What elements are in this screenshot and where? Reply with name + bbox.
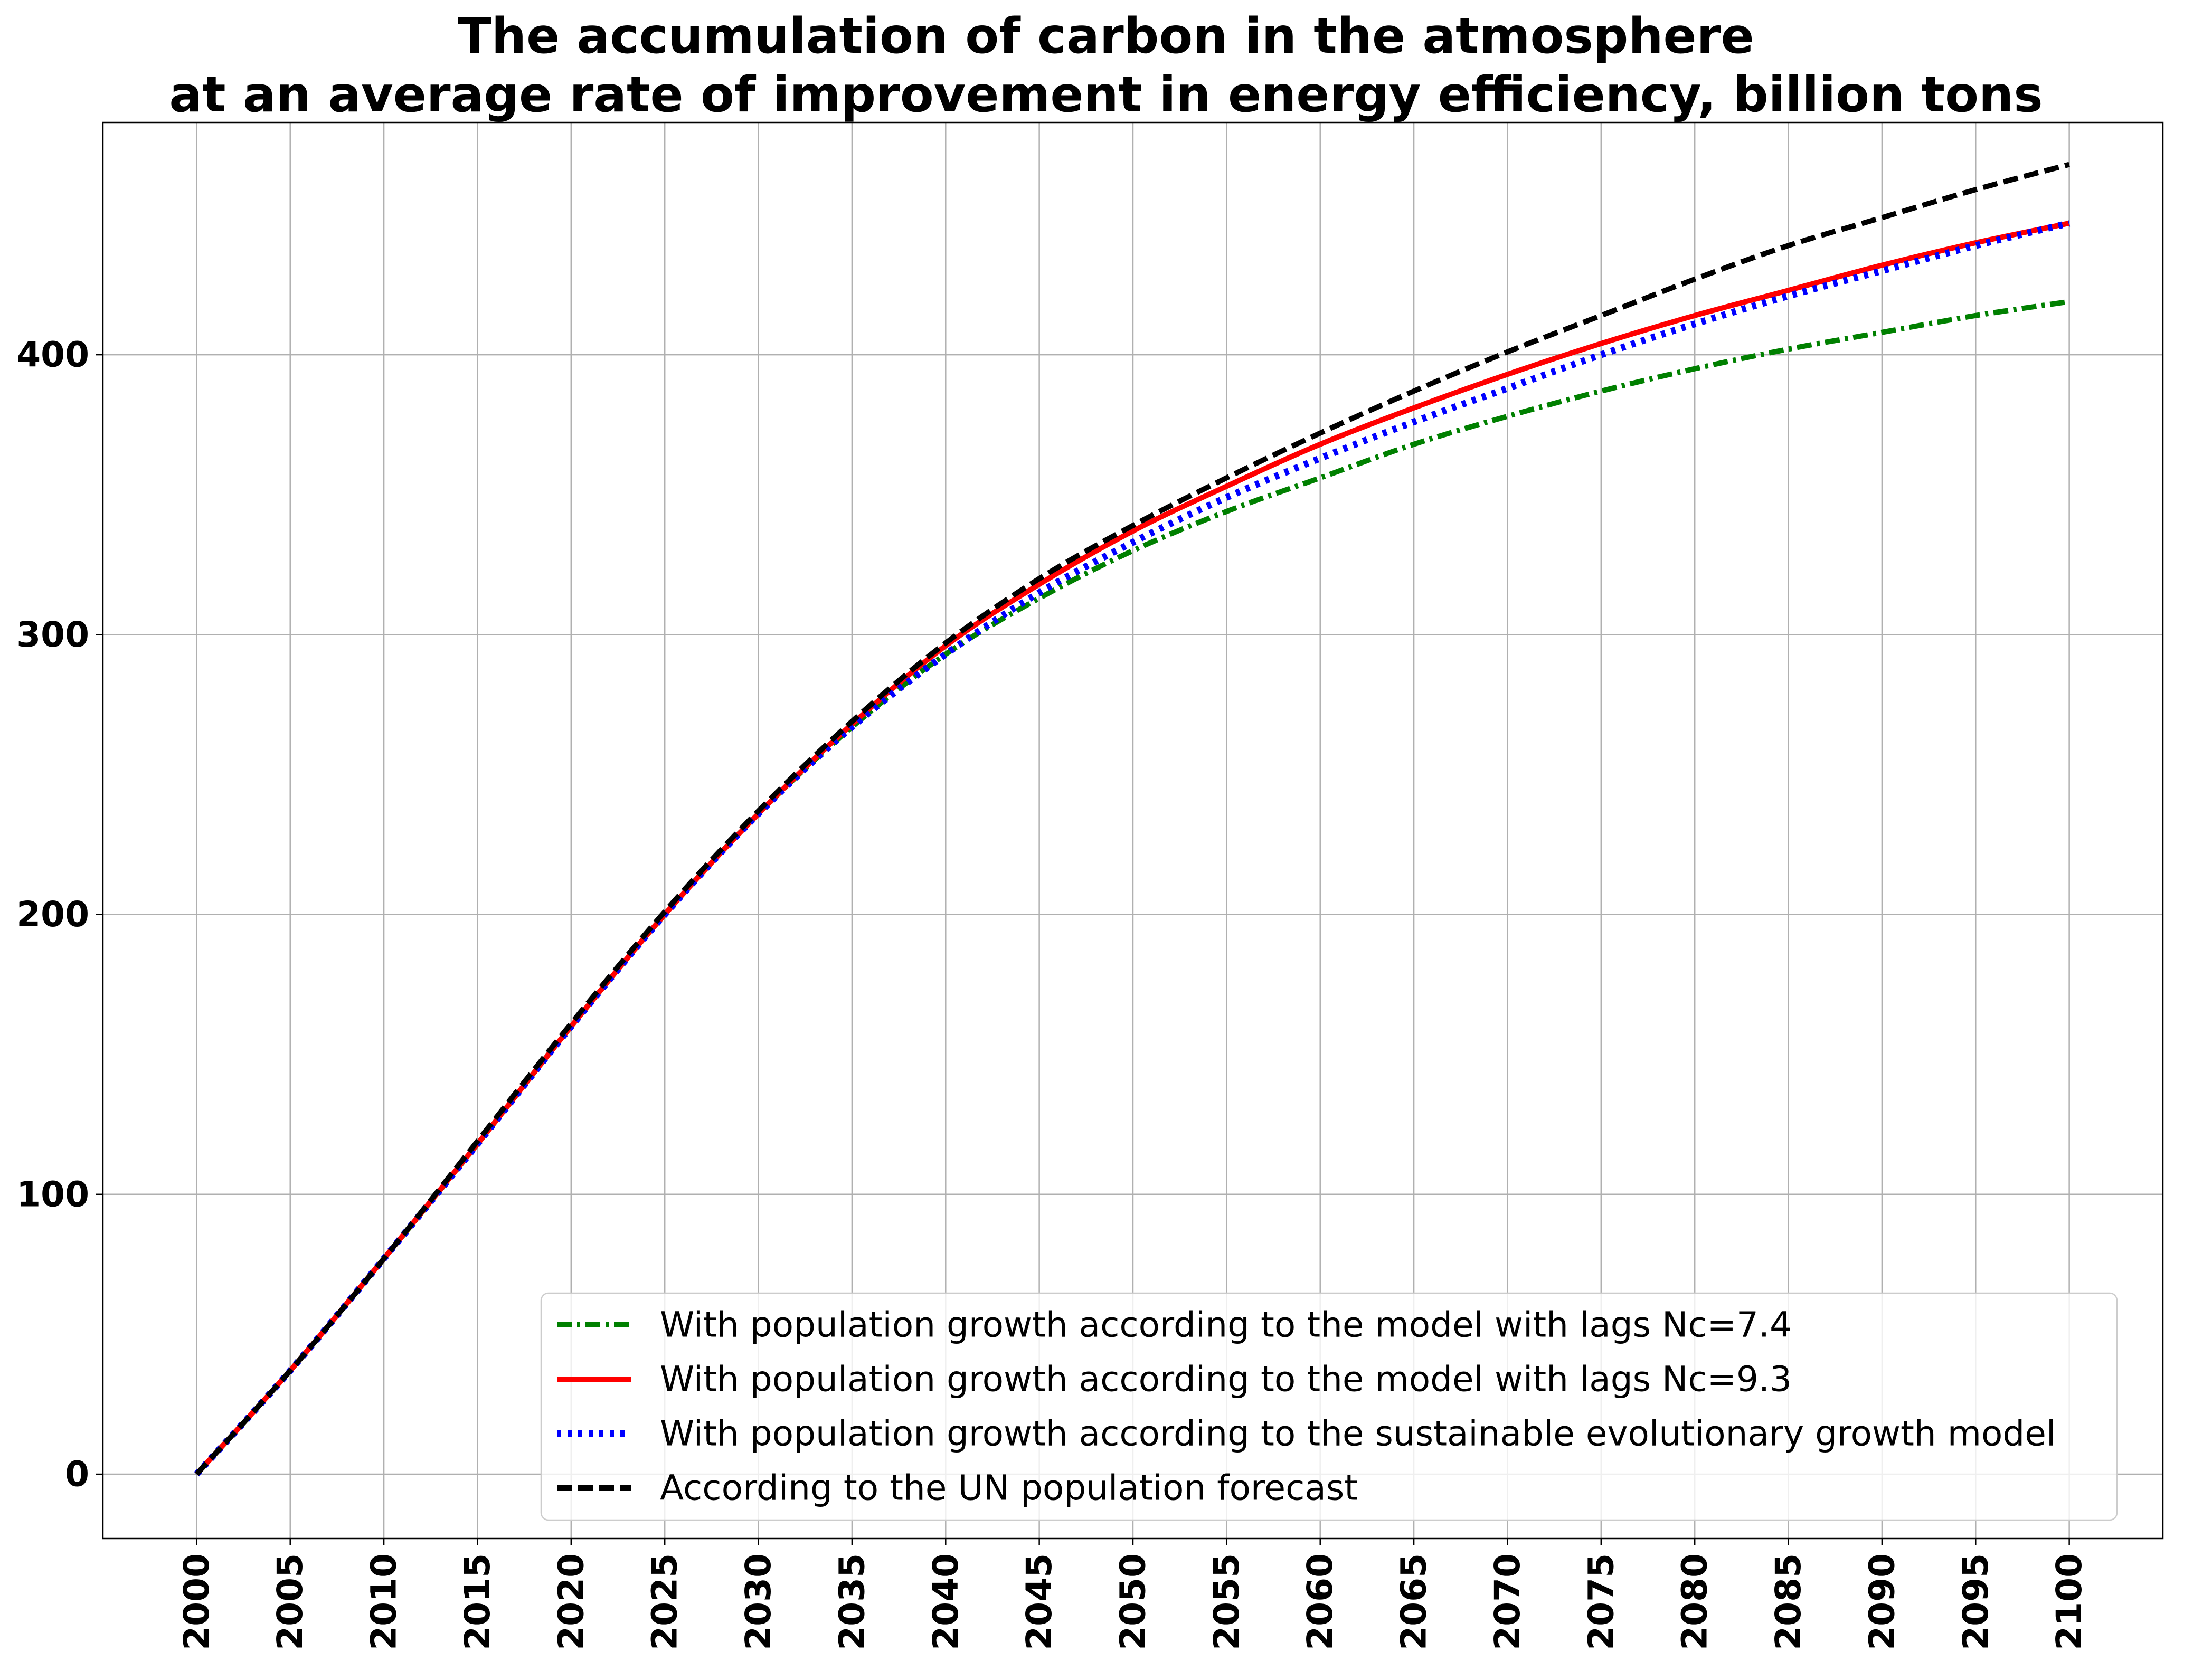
y-tick-label: 300 <box>16 614 89 655</box>
chart-title-line-1: The accumulation of carbon in the atmosp… <box>458 7 1754 64</box>
legend-label-3: With population growth according to the … <box>660 1413 2056 1454</box>
x-tick-label: 2090 <box>1861 1553 1902 1650</box>
x-tick-label: 2060 <box>1300 1553 1340 1650</box>
series-line-4 <box>194 162 2070 1476</box>
x-tick-label: 2055 <box>1206 1553 1247 1650</box>
y-tick-label: 400 <box>16 335 89 375</box>
x-tick-label: 2000 <box>176 1553 217 1650</box>
legend-label-4: According to the UN population forecast <box>660 1468 1358 1508</box>
x-tick-label: 2030 <box>738 1553 779 1650</box>
x-tick-label: 2045 <box>1019 1553 1060 1650</box>
x-tick-label: 2015 <box>457 1553 498 1650</box>
x-tick-label: 2080 <box>1675 1553 1715 1650</box>
x-tick-label: 2035 <box>831 1553 872 1650</box>
x-tick-label: 2040 <box>925 1553 966 1650</box>
x-tick-label: 2005 <box>270 1553 310 1650</box>
legend-label-1: With population growth according to the … <box>660 1305 1792 1345</box>
legend-label-2: With population growth according to the … <box>660 1359 1792 1400</box>
chart-title-line-2: at an average rate of improvement in ene… <box>169 66 2043 123</box>
x-tick-label: 2070 <box>1487 1553 1528 1650</box>
y-tick-label: 0 <box>65 1454 89 1495</box>
x-tick-label: 2100 <box>2049 1553 2090 1650</box>
x-tick-label: 2010 <box>364 1553 404 1650</box>
x-tick-label: 2065 <box>1394 1553 1434 1650</box>
series-lines <box>194 162 2071 1477</box>
x-tick-label: 2020 <box>551 1553 591 1650</box>
chart-title: The accumulation of carbon in the atmosp… <box>169 7 2043 123</box>
x-tick-label: 2095 <box>1955 1553 1996 1650</box>
y-tick-label: 100 <box>16 1174 89 1214</box>
x-axis: 2000 2005 2010 2015 2020 2025 2030 2035 2040 2045… <box>176 1539 2090 1650</box>
x-tick-label: 2025 <box>645 1553 685 1650</box>
x-tick-label: 2075 <box>1581 1553 1621 1650</box>
y-axis: 0 100 200 300 400 <box>16 335 103 1495</box>
y-tick-label: 200 <box>16 894 89 935</box>
x-tick-label: 2085 <box>1768 1553 1809 1650</box>
legend: With population growth according to the … <box>540 1292 2118 1521</box>
x-tick-label: 2050 <box>1113 1553 1154 1650</box>
legend-box <box>540 1292 2118 1521</box>
